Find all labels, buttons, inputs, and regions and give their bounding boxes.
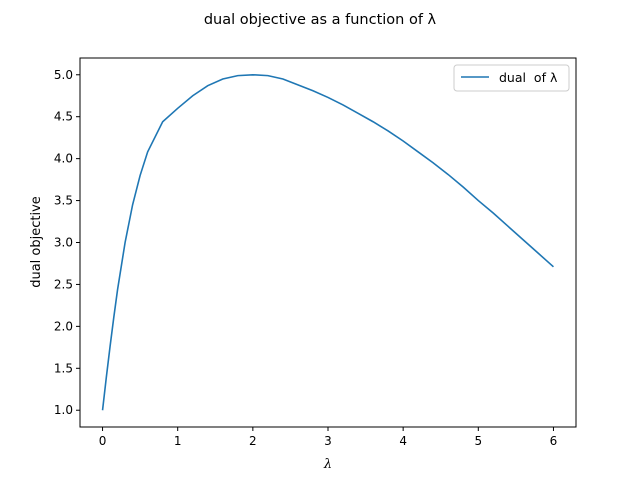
x-tick-label: 3 bbox=[324, 434, 332, 448]
chart-title: dual objective as a function of λ bbox=[204, 12, 437, 28]
y-tick-label: 1.0 bbox=[54, 403, 73, 417]
plot-area-frame bbox=[79, 57, 577, 428]
legend-label-dual-of-lambda: dual of λ bbox=[499, 70, 558, 85]
x-tick-label: 0 bbox=[99, 434, 107, 448]
y-tick-label: 2.0 bbox=[54, 319, 73, 333]
x-axis-label: λ bbox=[323, 457, 332, 472]
y-tick-label: 4.0 bbox=[54, 152, 73, 166]
y-tick-label: 3.5 bbox=[54, 194, 73, 208]
y-tick-label: 2.5 bbox=[54, 277, 73, 291]
series-line-dual-of-lambda bbox=[101, 73, 554, 411]
y-tick-label: 1.5 bbox=[54, 361, 73, 375]
y-axis-label: dual objective bbox=[29, 196, 44, 288]
y-tick-label: 5.0 bbox=[54, 68, 73, 82]
x-tick-label: 1 bbox=[174, 434, 182, 448]
y-tick-label: 4.5 bbox=[54, 110, 73, 124]
x-tick-label: 2 bbox=[249, 434, 257, 448]
legend-box bbox=[453, 64, 570, 92]
y-axis-ticks: 1.0 1.5 2.0 2.5 3.0 3.5 4.0 4.5 5.0 bbox=[54, 68, 80, 417]
x-tick-label: 6 bbox=[550, 434, 558, 448]
x-axis-ticks: 0 1 2 3 4 5 6 bbox=[99, 427, 558, 448]
x-tick-label: 5 bbox=[474, 434, 482, 448]
y-tick-label: 3.0 bbox=[54, 236, 73, 250]
legend: dual of λ bbox=[453, 64, 570, 92]
x-tick-label: 4 bbox=[399, 434, 407, 448]
